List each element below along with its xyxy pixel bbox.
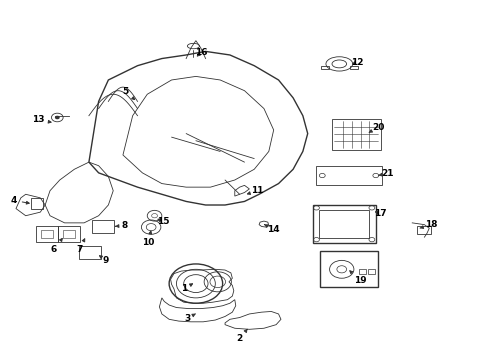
- Text: 20: 20: [368, 123, 384, 132]
- Bar: [349, 66, 357, 69]
- Text: 16: 16: [195, 48, 207, 57]
- Text: 14: 14: [264, 225, 280, 234]
- Text: 12: 12: [350, 58, 363, 67]
- Text: 11: 11: [247, 186, 264, 195]
- Bar: [368, 269, 374, 274]
- Bar: [30, 198, 42, 208]
- Bar: [63, 230, 75, 238]
- Text: 8: 8: [115, 221, 127, 230]
- Text: 2: 2: [236, 329, 246, 343]
- Text: 18: 18: [419, 220, 437, 229]
- Text: 13: 13: [32, 116, 51, 125]
- Text: 6: 6: [51, 238, 62, 254]
- Text: 9: 9: [99, 256, 109, 265]
- Text: 5: 5: [122, 87, 134, 100]
- Bar: [358, 269, 365, 274]
- Text: 21: 21: [378, 169, 393, 178]
- Text: 7: 7: [76, 239, 84, 254]
- Text: 19: 19: [349, 271, 366, 285]
- Bar: [320, 66, 328, 69]
- Text: 1: 1: [180, 284, 192, 293]
- Text: 17: 17: [374, 210, 386, 219]
- Text: 4: 4: [10, 196, 29, 205]
- Bar: [41, 230, 53, 238]
- Bar: [416, 226, 430, 234]
- Text: 10: 10: [142, 231, 154, 247]
- Circle shape: [55, 116, 60, 119]
- Text: 15: 15: [157, 217, 169, 226]
- Text: 3: 3: [183, 314, 195, 323]
